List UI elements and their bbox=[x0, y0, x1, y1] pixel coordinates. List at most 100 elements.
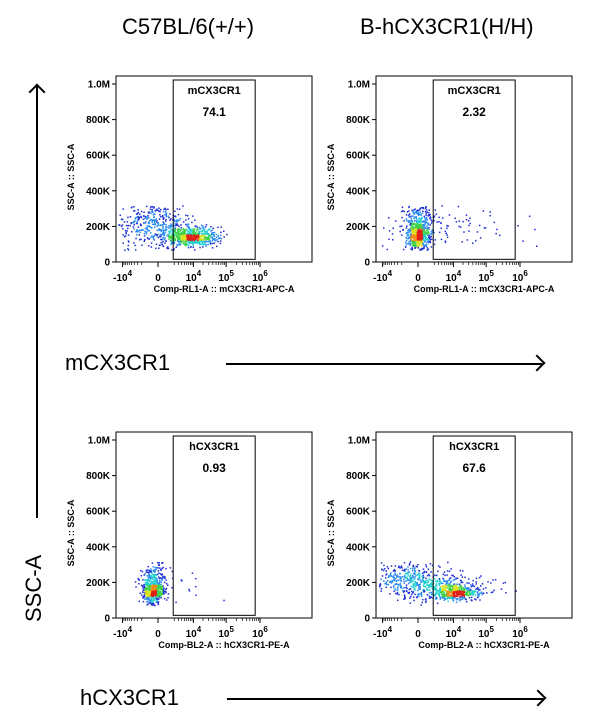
column-title-wildtype: C57BL/6(+/+) bbox=[122, 14, 255, 39]
event-dot bbox=[438, 231, 441, 234]
event-dot bbox=[449, 589, 451, 591]
event-dot bbox=[187, 227, 190, 229]
event-dot bbox=[415, 228, 417, 231]
event-dot bbox=[144, 222, 147, 224]
gate-rectangle bbox=[432, 79, 516, 260]
event-dot bbox=[410, 241, 412, 243]
event-dot bbox=[416, 221, 418, 223]
event-dot bbox=[173, 223, 175, 225]
event-dot bbox=[165, 582, 168, 585]
event-dot bbox=[452, 593, 455, 595]
event-dot bbox=[136, 234, 138, 236]
event-dot bbox=[435, 213, 438, 215]
event-dot bbox=[403, 582, 405, 584]
event-dot bbox=[481, 583, 484, 585]
event-dot bbox=[143, 595, 145, 598]
event-dot bbox=[461, 241, 463, 243]
event-dot bbox=[388, 238, 390, 240]
event-dot bbox=[438, 595, 441, 597]
event-dot bbox=[434, 574, 436, 576]
event-dot bbox=[145, 588, 147, 591]
event-dot bbox=[143, 586, 145, 589]
event-dot bbox=[169, 230, 172, 232]
event-dot bbox=[413, 239, 415, 242]
event-dot bbox=[422, 584, 425, 586]
event-dot bbox=[431, 586, 433, 589]
event-dot bbox=[153, 593, 156, 595]
event-dot bbox=[460, 598, 462, 601]
event-dot bbox=[174, 228, 177, 230]
event-dot bbox=[154, 210, 157, 213]
event-dot bbox=[421, 206, 423, 209]
event-dot bbox=[206, 232, 208, 234]
event-dot bbox=[436, 602, 439, 605]
event-dot bbox=[140, 238, 142, 240]
event-dot bbox=[205, 231, 208, 233]
event-dot bbox=[472, 590, 474, 592]
event-dot bbox=[426, 229, 428, 232]
event-dot bbox=[398, 593, 400, 596]
event-dot bbox=[164, 577, 166, 579]
event-dot bbox=[162, 221, 164, 223]
event-dot bbox=[167, 208, 169, 210]
event-dot bbox=[144, 228, 147, 230]
event-dot bbox=[426, 574, 429, 577]
event-dot bbox=[385, 586, 387, 589]
event-dot bbox=[463, 589, 466, 592]
event-dot bbox=[414, 245, 416, 247]
event-dot bbox=[150, 593, 152, 595]
event-dot bbox=[137, 226, 140, 228]
event-dot bbox=[419, 224, 421, 227]
event-dot bbox=[408, 588, 411, 591]
event-dot bbox=[420, 235, 422, 238]
event-dot bbox=[153, 239, 156, 241]
event-dot bbox=[181, 580, 183, 582]
event-dot bbox=[439, 596, 441, 598]
event-dot bbox=[148, 589, 151, 591]
event-dot bbox=[152, 235, 154, 238]
event-dot bbox=[144, 230, 146, 233]
event-dot bbox=[475, 588, 477, 590]
event-dot bbox=[202, 246, 204, 248]
event-dot bbox=[152, 601, 154, 604]
event-dot bbox=[390, 580, 392, 583]
event-dot bbox=[412, 211, 414, 214]
event-dot bbox=[160, 229, 163, 231]
event-dot bbox=[412, 215, 414, 217]
event-dot bbox=[151, 576, 154, 579]
event-dot bbox=[439, 587, 442, 589]
event-dot bbox=[190, 246, 192, 248]
event-dot bbox=[462, 589, 465, 591]
event-dot bbox=[174, 234, 176, 237]
event-dot bbox=[205, 233, 208, 235]
event-dot bbox=[430, 582, 433, 584]
event-dot bbox=[402, 210, 404, 212]
event-dot bbox=[416, 223, 418, 225]
event-dot bbox=[170, 243, 172, 245]
event-dot bbox=[196, 226, 198, 228]
event-dot bbox=[398, 584, 400, 586]
event-dot bbox=[400, 580, 403, 583]
event-dot bbox=[415, 236, 417, 239]
event-dot bbox=[417, 578, 420, 580]
gate-percent-label: 2.32 bbox=[463, 105, 487, 119]
event-dot bbox=[437, 593, 439, 595]
event-dot bbox=[476, 596, 479, 599]
event-dot bbox=[414, 247, 416, 249]
event-dot bbox=[412, 575, 414, 577]
event-dot bbox=[152, 602, 154, 605]
event-dot bbox=[202, 239, 205, 242]
event-dot bbox=[403, 576, 406, 578]
event-dot bbox=[426, 231, 429, 234]
event-dot bbox=[414, 232, 416, 234]
event-dot bbox=[415, 245, 417, 247]
event-dot bbox=[190, 234, 192, 236]
gate-percent-label: 67.6 bbox=[463, 461, 487, 475]
event-dot bbox=[496, 228, 498, 231]
event-dot bbox=[186, 234, 188, 236]
event-dot bbox=[462, 591, 464, 594]
event-dot bbox=[206, 236, 208, 238]
event-dot bbox=[162, 225, 164, 228]
event-dot bbox=[416, 226, 418, 229]
